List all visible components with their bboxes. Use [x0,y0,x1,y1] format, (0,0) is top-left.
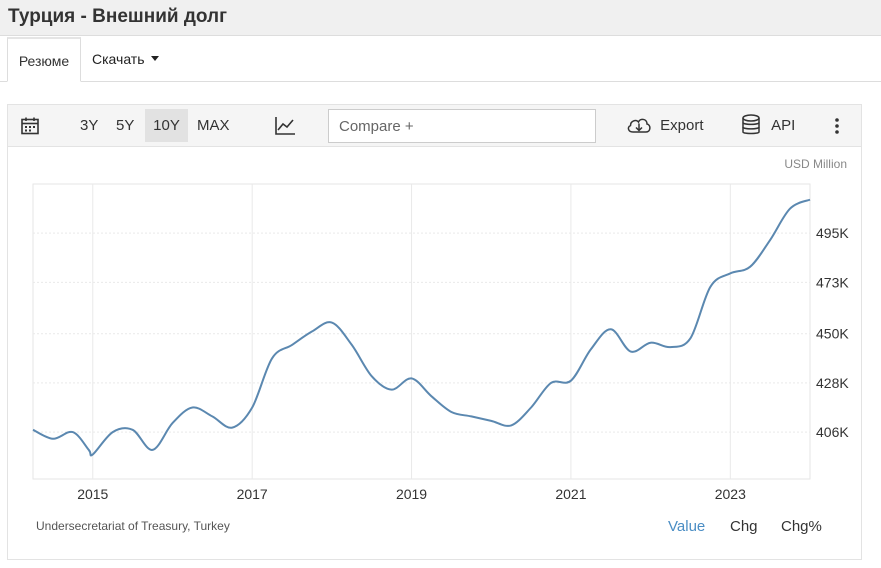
range-3y-button[interactable]: 3Y [80,117,99,134]
export-label: Export [660,117,704,134]
range-5y-button[interactable]: 5Y [116,117,135,134]
chg-percent-tab[interactable]: Chg% [781,518,822,535]
line-chart: USD Million 406K 428K 450K 473K 495K 2015 2017… [32,157,849,502]
unit-label: USD Million [784,157,847,171]
tab-download-label: Скачать [92,51,145,67]
tab-summary[interactable]: Резюме [7,37,81,82]
cloud-download-icon [627,118,651,133]
x-tick-label: 2019 [396,486,427,502]
chart-toolbar: 3Y 5Y 10Y MAX Export AP [8,105,861,147]
x-tick-label: 2015 [77,486,108,502]
vertical-dots-icon[interactable] [834,105,846,146]
y-tick-label: 450K [816,326,849,342]
api-button[interactable]: API [741,105,795,146]
y-tick-label: 495K [816,225,849,241]
tab-bar: Резюме Скачать [0,37,881,82]
tab-download[interactable]: Скачать [92,37,159,82]
x-tick-label: 2023 [715,486,746,502]
value-tab[interactable]: Value [668,518,706,535]
range-max-button[interactable]: MAX [197,117,230,134]
database-icon [742,113,760,134]
source-text: Undersecretariat of Treasury, Turkey [36,519,230,533]
compare-input[interactable] [328,109,596,143]
caret-down-icon [150,56,159,62]
api-label: API [771,117,796,134]
chg-tab[interactable]: Chg [730,518,758,535]
chart-panel: 3Y 5Y 10Y MAX Export AP [7,104,862,560]
y-tick-label: 406K [816,424,849,440]
line-chart-icon[interactable] [274,105,296,146]
calendar-icon[interactable] [20,105,40,146]
y-tick-label: 473K [816,274,849,290]
series-line [32,198,811,457]
export-button[interactable]: Export [626,105,704,146]
title-bar: Турция - Внешний долг [0,0,881,36]
y-tick-label: 428K [816,375,849,391]
x-tick-label: 2021 [555,486,586,502]
range-10y-button[interactable]: 10Y [145,109,188,142]
x-tick-label: 2017 [237,486,268,502]
page-title: Турция - Внешний долг [8,6,228,27]
plot-area [32,183,811,480]
